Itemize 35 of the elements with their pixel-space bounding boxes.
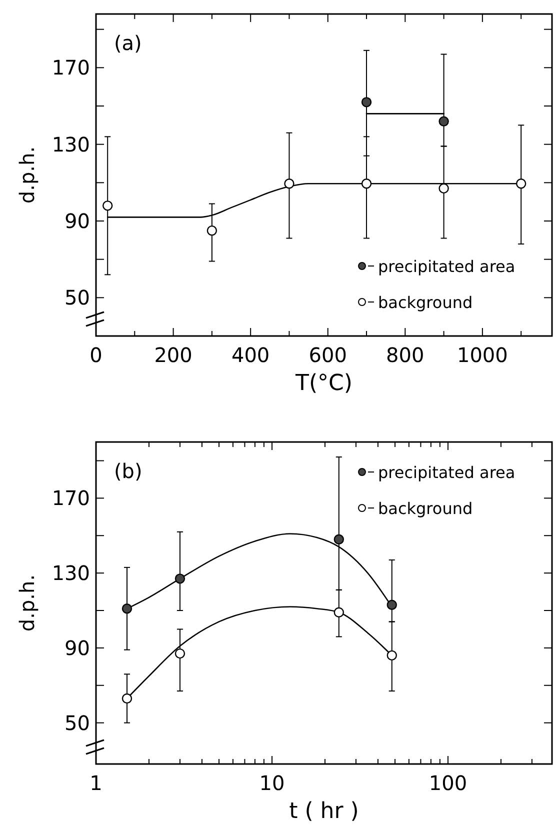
y-tick-label: 50 [64, 286, 90, 310]
legend-label: precipitated area [378, 257, 516, 276]
legend-label: background [378, 293, 473, 312]
x-tick-label: 800 [386, 343, 424, 367]
point [438, 116, 449, 126]
y-tick-label: 170 [52, 56, 90, 80]
x-tick-label: 10 [259, 771, 285, 795]
y-axis-title: d.p.h. [15, 146, 39, 204]
x-axis-title: T(°C) [294, 371, 352, 396]
y-tick-label: 50 [64, 710, 90, 735]
point [206, 225, 218, 236]
x-tick-label: 600 [308, 343, 347, 367]
x-axis-title: t ( hr ) [289, 799, 359, 824]
y-tick-label: 90 [64, 636, 90, 660]
legend-label: background [378, 499, 473, 518]
x-tick-label: 1000 [456, 343, 508, 367]
y-axis-title: d.p.h. [15, 574, 39, 632]
x-tick-label: 0 [90, 343, 102, 367]
y-tick-label: 130 [52, 561, 90, 586]
x-tick-label: 200 [154, 343, 192, 367]
point [102, 200, 113, 211]
y-tick-label: 130 [52, 132, 90, 156]
point [516, 178, 526, 189]
point [361, 97, 372, 108]
text: (b) [114, 459, 142, 483]
text: (a) [114, 31, 142, 55]
legend-label: precipitated area [378, 463, 516, 482]
y-tick-label: 170 [52, 486, 90, 510]
x-tick-label: 400 [231, 343, 270, 367]
point [438, 183, 449, 194]
x-tick-label: 1 [90, 771, 102, 795]
x-tick-label: 100 [428, 771, 468, 795]
y-tick-label: 90 [64, 209, 90, 233]
point [361, 178, 372, 189]
point [284, 178, 294, 189]
